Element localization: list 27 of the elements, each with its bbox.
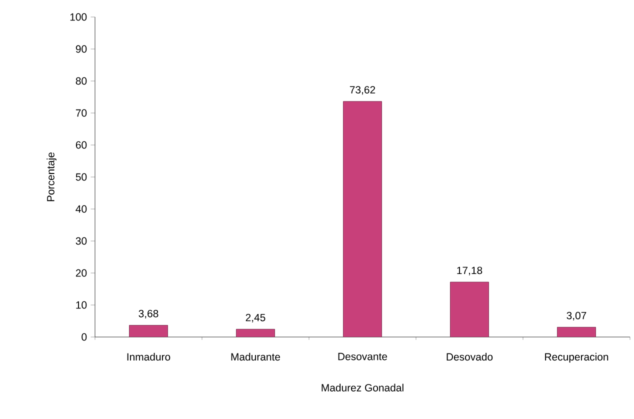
data-label: 17,18 <box>457 266 482 276</box>
bar <box>450 282 489 337</box>
data-label: 3,68 <box>138 310 158 319</box>
y-tick-label: 80 <box>76 77 87 85</box>
y-tick-label: 70 <box>76 109 87 117</box>
bar <box>557 326 596 337</box>
y-tick-label: 50 <box>76 173 87 181</box>
bar <box>129 325 168 337</box>
y-tick-label: 30 <box>76 237 87 245</box>
x-axis-title: Madurez Gonadal <box>322 384 404 392</box>
data-label: 73,62 <box>350 86 376 95</box>
y-tick-label: 90 <box>76 45 87 53</box>
x-tick-label: Recuperacion <box>545 352 608 363</box>
bar <box>343 101 382 337</box>
y-tick-label: 0 <box>82 333 87 341</box>
y-tick-label: 10 <box>76 301 87 309</box>
x-tick-label: Inmaduro <box>127 352 170 361</box>
y-tick-label: 20 <box>76 269 87 277</box>
x-tick-label: Madurante <box>231 352 280 361</box>
x-tick-label: Desovante <box>338 352 388 360</box>
data-label: 2,45 <box>246 314 266 322</box>
y-tick-label: 60 <box>76 141 87 149</box>
y-tick-label: 40 <box>76 205 87 213</box>
y-axis-title: Porcentaje <box>46 152 56 202</box>
y-tick-label: 100 <box>70 13 87 21</box>
x-tick-label: Desovado <box>446 352 493 361</box>
data-label: 3,07 <box>566 312 586 321</box>
